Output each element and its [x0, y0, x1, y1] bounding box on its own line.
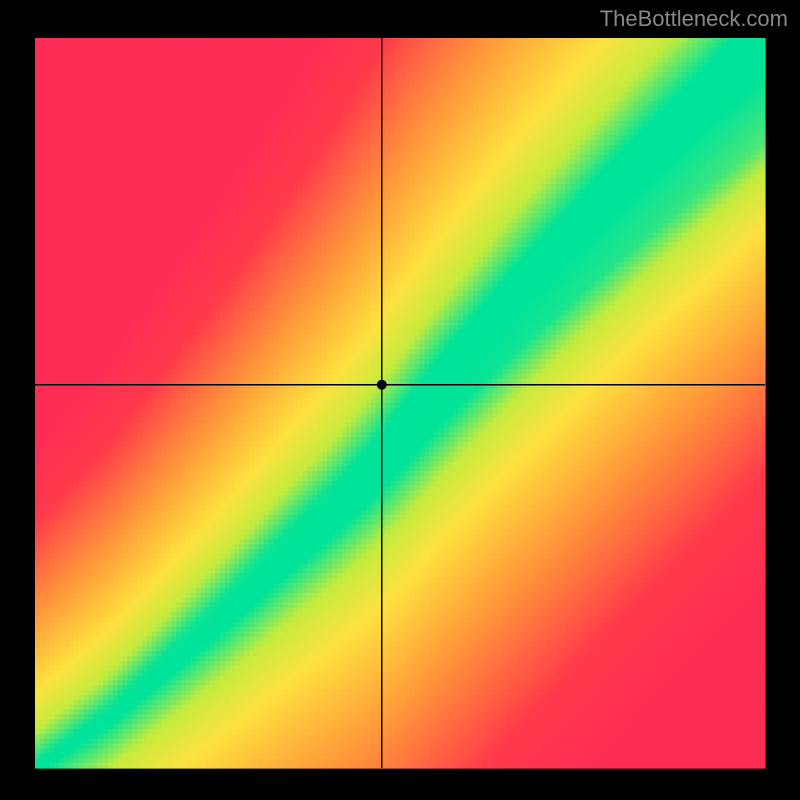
watermark-text: TheBottleneck.com [600, 6, 788, 32]
crosshair-dot [377, 380, 387, 390]
bottleneck-heatmap [0, 0, 800, 800]
chart-container: TheBottleneck.com [0, 0, 800, 800]
